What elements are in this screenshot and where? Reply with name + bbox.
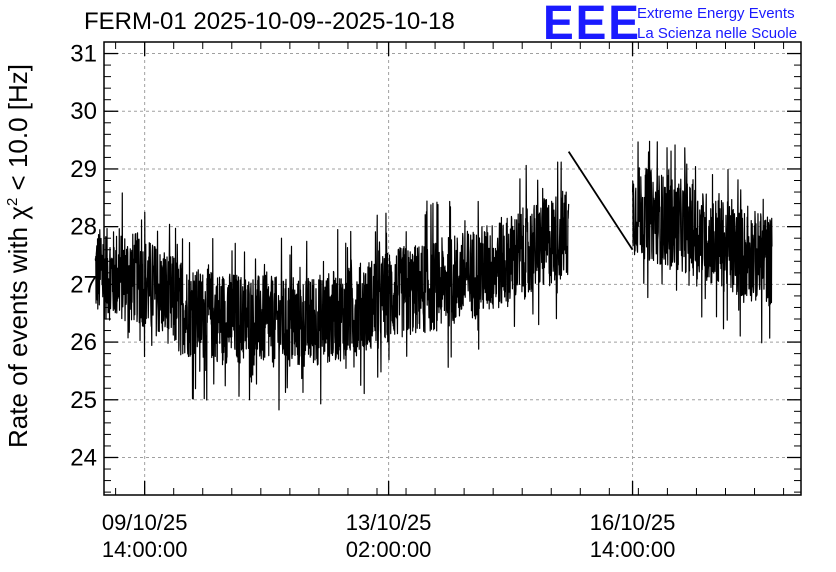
x-tick-label-date: 16/10/25: [590, 510, 676, 535]
y-tick-label: 24: [70, 444, 97, 471]
logo-subtitle-line-1: Extreme Energy Events: [637, 5, 795, 22]
x-tick-label-time: 14:00:00: [102, 537, 188, 562]
y-axis-label-suffix: < 10.0 [Hz]: [3, 64, 33, 198]
x-tick-label-date: 13/10/25: [346, 510, 432, 535]
x-tick-label-time: 14:00:00: [590, 537, 676, 562]
y-axis-label-superscript: 2: [4, 198, 21, 206]
page-title: FERM-01 2025-10-09--2025-10-18: [84, 8, 455, 35]
data-layer: [94, 140, 773, 411]
y-tick-label: 31: [70, 41, 97, 68]
y-tick-label: 30: [70, 98, 97, 125]
y-axis-label-main: Rate of events with χ: [3, 206, 33, 448]
plot-frame: [103, 41, 802, 496]
logo-subtitle-line-2: La Scienza nelle Scuole: [637, 25, 798, 42]
series-trace: [94, 161, 570, 411]
y-axis-label: Rate of events with χ2 < 10.0 [Hz]: [3, 64, 33, 448]
x-tick-label-time: 02:00:00: [346, 537, 432, 562]
gap-connector-line: [567, 151, 634, 251]
x-tick-label-date: 09/10/25: [102, 510, 188, 535]
tick-layer: [104, 41, 801, 495]
y-tick-label: 27: [70, 271, 97, 298]
y-tick-label: 29: [70, 156, 97, 183]
grid-layer: [104, 42, 801, 495]
y-tick-label: 28: [70, 214, 97, 241]
y-tick-label: 25: [70, 387, 97, 414]
label-layer: 242526272829303109/10/2514:00:0013/10/25…: [70, 41, 675, 562]
y-tick-label: 26: [70, 329, 97, 356]
series-trace: [631, 140, 773, 344]
